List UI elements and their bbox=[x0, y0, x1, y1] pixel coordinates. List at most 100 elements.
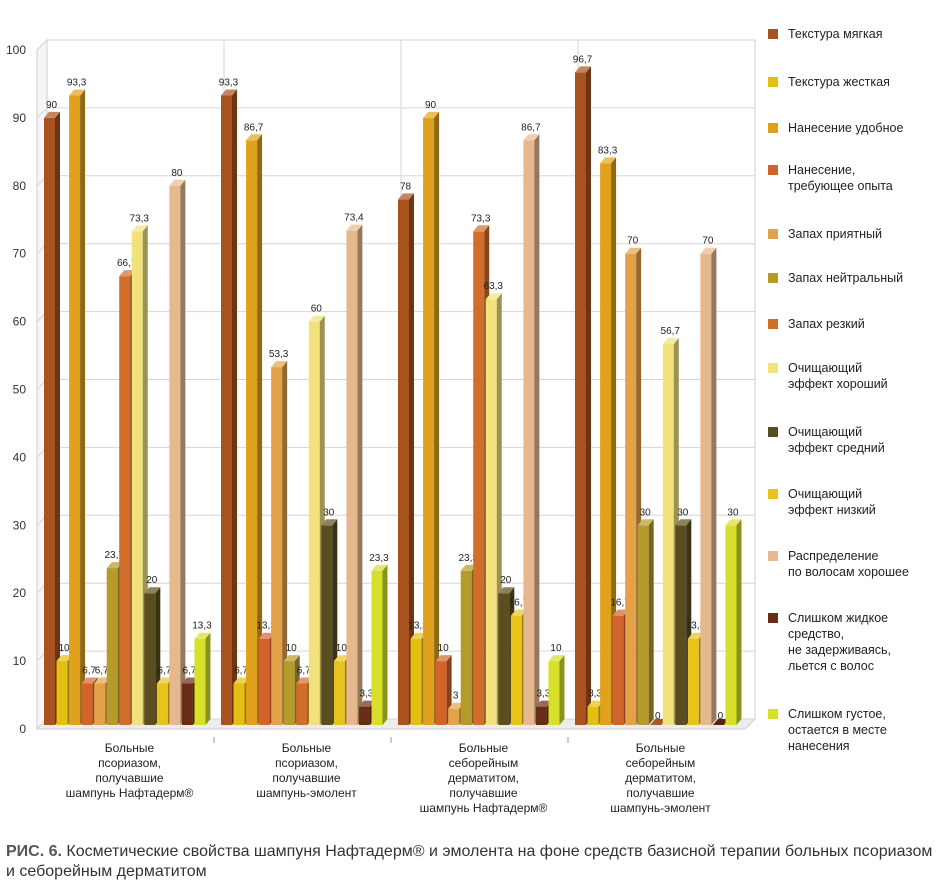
bar-value-label: 20 bbox=[146, 575, 158, 586]
bar-top bbox=[333, 655, 350, 662]
bar-side bbox=[55, 111, 60, 725]
bar bbox=[371, 564, 388, 725]
bar-front bbox=[258, 638, 270, 725]
bar-value-label: 6,7 bbox=[82, 666, 96, 677]
bar-top bbox=[700, 247, 717, 254]
bar-top bbox=[81, 677, 98, 684]
bar-front bbox=[358, 706, 370, 725]
bar-top bbox=[119, 270, 136, 277]
bar-top bbox=[687, 632, 704, 639]
bar-value-label: 3 bbox=[453, 691, 459, 702]
bar-top bbox=[94, 677, 111, 684]
y-tick-label: 50 bbox=[13, 383, 27, 397]
bar bbox=[575, 66, 591, 726]
y-tick-label: 0 bbox=[19, 722, 26, 736]
bar-top bbox=[144, 587, 161, 594]
legend-swatch bbox=[768, 709, 778, 719]
bar-side bbox=[534, 134, 540, 725]
bar-front bbox=[346, 230, 358, 725]
bar-front bbox=[221, 95, 232, 726]
bar-side bbox=[257, 134, 263, 725]
bar-top bbox=[637, 519, 654, 526]
bar-top bbox=[460, 564, 477, 571]
bar-top bbox=[346, 224, 363, 231]
bar-side bbox=[648, 519, 654, 725]
bar bbox=[700, 247, 717, 725]
bar-side bbox=[559, 655, 565, 725]
bar-side bbox=[736, 519, 742, 725]
legend-label: Запах приятный bbox=[788, 227, 883, 241]
bar-top bbox=[371, 564, 388, 571]
bar-value-label: 93,3 bbox=[219, 77, 239, 88]
bar-side bbox=[180, 179, 186, 726]
bar-top bbox=[675, 519, 692, 526]
bar-top bbox=[575, 66, 591, 73]
bar-top bbox=[169, 179, 186, 186]
legend-label: Нанесение, требующее опыта bbox=[788, 163, 893, 193]
bar bbox=[650, 719, 667, 725]
bar-side bbox=[611, 157, 617, 725]
bar-value-label: 30 bbox=[727, 507, 739, 518]
bar-top bbox=[181, 677, 198, 684]
bar-value-label: 6,7 bbox=[182, 666, 196, 677]
bar bbox=[600, 157, 617, 725]
bar-value-label: 13,3 bbox=[686, 621, 706, 632]
legend-label: Слишком густое, остается в месте нанесен… bbox=[788, 707, 887, 753]
bar-top bbox=[535, 700, 552, 707]
bar-front bbox=[523, 140, 535, 725]
bar-front bbox=[169, 185, 181, 726]
bar-front bbox=[725, 525, 737, 725]
bar bbox=[398, 193, 414, 725]
bar-value-label: 20 bbox=[500, 575, 512, 586]
bar-value-label: 86,7 bbox=[244, 122, 264, 133]
bar-value-label: 30 bbox=[323, 507, 335, 518]
bar-side bbox=[232, 89, 237, 726]
bar-front bbox=[194, 638, 206, 725]
x-category-label: Больные псориазом, получавшие шампунь Нафта… bbox=[66, 741, 194, 800]
legend-label: Распределение по волосам хорошее bbox=[788, 549, 909, 579]
bar-side bbox=[357, 224, 363, 725]
bar bbox=[194, 632, 211, 725]
bar-front bbox=[473, 231, 485, 725]
bar-front bbox=[448, 708, 460, 725]
bar-top bbox=[321, 519, 338, 526]
bar-top bbox=[510, 609, 527, 616]
bar-top bbox=[712, 719, 729, 725]
bar-top bbox=[498, 587, 515, 594]
bar-front bbox=[94, 683, 106, 725]
bar-value-label: 23,3 bbox=[369, 553, 389, 564]
y-tick-label: 80 bbox=[13, 179, 27, 193]
bar-value-label: 30 bbox=[677, 507, 689, 518]
bar-top bbox=[221, 89, 237, 96]
bar-front bbox=[246, 140, 258, 725]
legend-item: Запах нейтральный bbox=[768, 270, 903, 286]
bar bbox=[725, 519, 742, 725]
legend-item: Нанесение, требующее опыта bbox=[768, 162, 893, 194]
bar-front bbox=[662, 344, 674, 725]
bar-top bbox=[398, 193, 414, 200]
bar-value-label: 10 bbox=[336, 643, 348, 654]
bar-front bbox=[637, 525, 649, 725]
bar-value-label: 66,7 bbox=[117, 258, 137, 269]
legend-swatch bbox=[768, 489, 778, 499]
bar-front bbox=[435, 661, 447, 725]
bar-chart: 0102030405060708090100901093,36,76,723,7… bbox=[6, 38, 757, 815]
caption-label: РИС. 6. bbox=[6, 843, 62, 860]
bar-top bbox=[308, 315, 325, 322]
bar-top bbox=[612, 609, 629, 616]
bar-value-label: 73,3 bbox=[471, 213, 491, 224]
bar-value-label: 6,7 bbox=[157, 666, 171, 677]
bar bbox=[69, 89, 86, 726]
bar-front bbox=[687, 638, 699, 725]
bar-value-label: 16,7 bbox=[610, 598, 630, 609]
bar-value-label: 73,3 bbox=[130, 213, 150, 224]
bar-front bbox=[308, 321, 320, 725]
bar-value-label: 10 bbox=[286, 643, 298, 654]
bar-front bbox=[423, 117, 435, 725]
bar-value-label: 10 bbox=[58, 643, 70, 654]
bar bbox=[271, 361, 288, 725]
bar-front bbox=[144, 593, 156, 725]
bar-front bbox=[181, 683, 193, 725]
legend-label: Запах резкий bbox=[788, 317, 865, 331]
legend-swatch bbox=[768, 363, 778, 373]
